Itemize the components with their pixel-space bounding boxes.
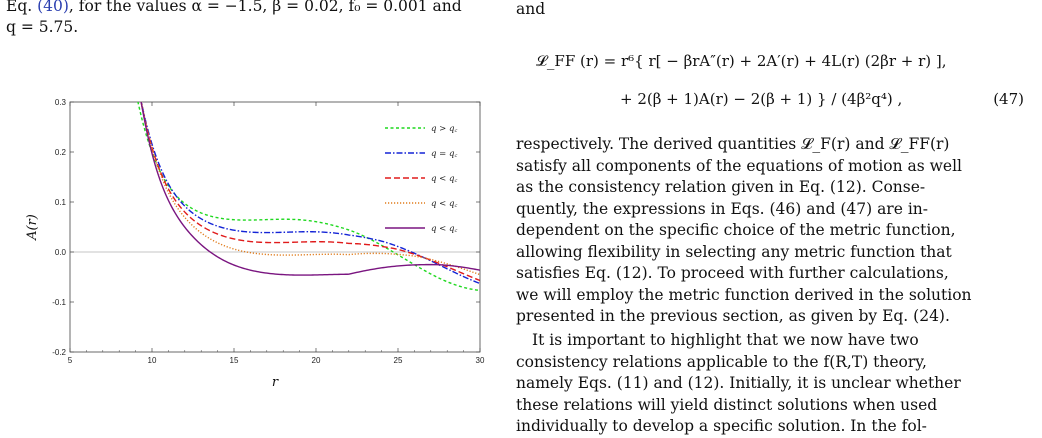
legend-label: q < q꜀ — [431, 199, 457, 209]
caption-text-b: , for the values α = −1.5, β = 0.02, f₀ … — [68, 0, 462, 15]
y-tick-label: -0.1 — [52, 298, 66, 307]
legend-label: q < q꜀ — [431, 174, 457, 184]
paragraph-1: respectively. The derived quantities 𝓛_F… — [516, 134, 1030, 328]
paragraph-1-line: satisfies Eq. (12). To proceed with furt… — [516, 264, 949, 282]
caption-line2: q = 5.75. — [6, 18, 79, 36]
x-tick-label: 5 — [68, 356, 73, 365]
figure-caption: Eq. (40), for the values α = −1.5, β = 0… — [6, 0, 486, 38]
legend-label: q < q꜀ — [431, 224, 457, 234]
legend-label: q = q꜀ — [431, 149, 457, 159]
paragraph-2: It is important to highlight that we now… — [516, 330, 1030, 438]
caption-eq-link[interactable]: (40) — [37, 0, 69, 15]
paragraph-1-line: presented in the previous section, as gi… — [516, 307, 950, 325]
paragraph-1-line: quently, the expressions in Eqs. (46) an… — [516, 199, 928, 218]
x-tick-label: 30 — [476, 356, 485, 365]
legend-label: q > q꜀ — [431, 124, 457, 134]
paragraph-2-line: individually to develop a specific solut… — [516, 417, 927, 435]
y-tick-label: 0.1 — [55, 198, 67, 207]
paragraph-1-line: satisfy all components of the equations … — [516, 156, 962, 175]
x-tick-label: 25 — [394, 356, 403, 365]
series-line — [140, 102, 480, 282]
left-column: Eq. (40), for the values α = −1.5, β = 0… — [0, 0, 500, 432]
equation-47-line-2: + 2(β + 1)A(r) − 2(β + 1) } / (4β²q⁴) , — [620, 90, 903, 108]
paragraph-1-line: allowing flexibility in selecting any me… — [516, 242, 952, 261]
metric-function-plot: 5 10 15 20 25 30 -0.2 -0.1 0.0 0.1 0.2 0.3 r A(r) q > … — [25, 98, 485, 390]
paragraph-2-line: consistency relations applicable to the … — [516, 352, 927, 371]
paragraph-2-line: It is important to highlight that we now… — [532, 331, 919, 349]
series-line — [140, 102, 480, 276]
y-tick-label: 0.2 — [55, 148, 67, 157]
x-axis-label: r — [272, 375, 279, 390]
eq-intro-text: and — [516, 0, 546, 18]
plot-frame — [69, 101, 481, 353]
y-tick-label: -0.2 — [52, 348, 66, 357]
paragraph-1-line: we will employ the metric function deriv… — [516, 285, 972, 304]
paragraph-2-line: namely Eqs. (11) and (12). Initially, it… — [516, 374, 961, 392]
x-tick-label: 15 — [230, 356, 239, 365]
x-tick-label: 10 — [148, 356, 157, 365]
right-column: and 𝓛_FF (r) = r⁶{ r[ − βrA″(r) + 2A′(r)… — [516, 0, 1036, 435]
x-tick-label: 20 — [312, 356, 321, 365]
y-tick-label: 0.3 — [55, 98, 67, 107]
series-line — [140, 102, 480, 285]
caption-text-a: Eq. — [6, 0, 38, 15]
series-line — [137, 102, 480, 292]
paragraph-1-line: respectively. The derived quantities 𝓛_F… — [516, 135, 950, 153]
paragraph-1-line: dependent on the specific choice of the … — [516, 221, 956, 239]
y-axis-label: A(r) — [25, 214, 40, 241]
paragraph-1-line: as the consistency relation given in Eq.… — [516, 178, 926, 196]
paragraph-2-line: these relations will yield distinct solu… — [516, 395, 938, 414]
y-tick-label: 0.0 — [55, 248, 67, 257]
equation-47-number: (47) — [993, 90, 1024, 108]
equation-47-line-1: 𝓛_FF (r) = r⁶{ r[ − βrA″(r) + 2A′(r) + 4… — [536, 52, 947, 70]
series-line — [140, 102, 480, 276]
